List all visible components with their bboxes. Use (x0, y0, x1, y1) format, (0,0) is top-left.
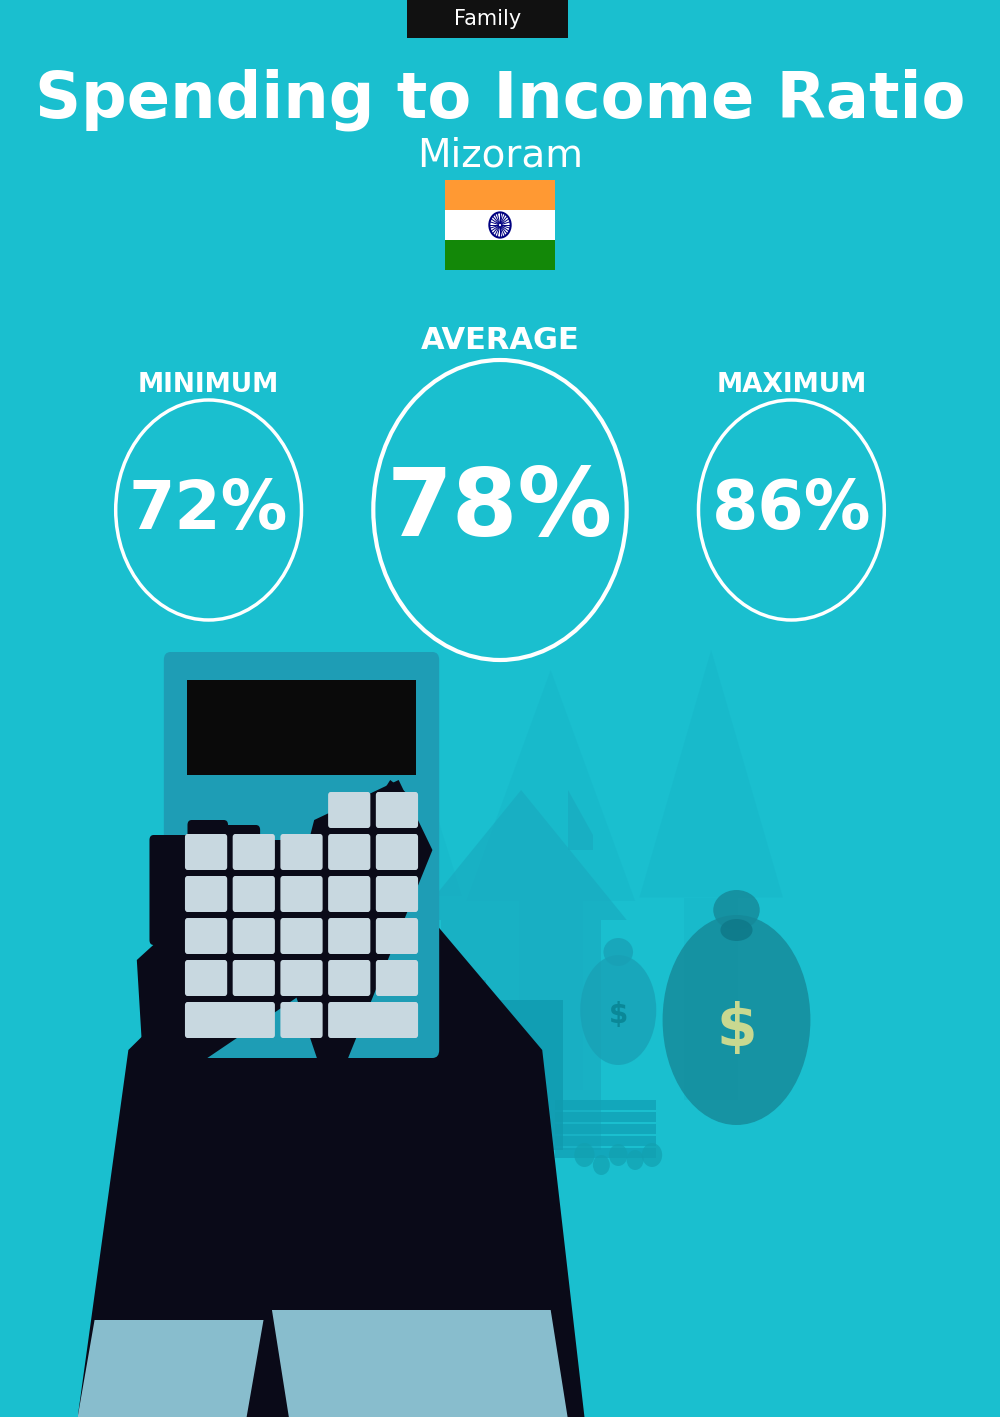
Text: 78%: 78% (387, 463, 613, 555)
Text: Family: Family (454, 9, 521, 28)
Text: MAXIMUM: MAXIMUM (716, 373, 867, 398)
Text: $: $ (716, 1002, 757, 1058)
FancyBboxPatch shape (328, 876, 370, 913)
Polygon shape (568, 791, 593, 850)
FancyBboxPatch shape (376, 959, 418, 996)
FancyBboxPatch shape (555, 1112, 656, 1122)
Polygon shape (179, 880, 584, 1417)
Polygon shape (519, 901, 583, 1090)
Polygon shape (365, 779, 416, 840)
Text: Mizoram: Mizoram (417, 136, 583, 174)
Polygon shape (441, 920, 601, 1151)
Text: 86%: 86% (712, 478, 871, 543)
FancyBboxPatch shape (280, 1002, 323, 1039)
Polygon shape (466, 670, 635, 901)
FancyBboxPatch shape (555, 1136, 656, 1146)
Text: Spending to Income Ratio: Spending to Income Ratio (35, 69, 965, 132)
Text: AVERAGE: AVERAGE (421, 326, 579, 354)
Polygon shape (416, 791, 627, 920)
Polygon shape (386, 896, 428, 1040)
FancyBboxPatch shape (185, 876, 227, 913)
Polygon shape (684, 897, 738, 1100)
Circle shape (593, 1155, 610, 1175)
FancyBboxPatch shape (233, 835, 275, 870)
FancyBboxPatch shape (187, 820, 228, 939)
Polygon shape (137, 860, 348, 1100)
FancyBboxPatch shape (164, 652, 439, 1058)
FancyBboxPatch shape (251, 840, 288, 939)
Polygon shape (272, 1309, 568, 1417)
FancyBboxPatch shape (221, 825, 260, 939)
FancyBboxPatch shape (328, 918, 370, 954)
FancyBboxPatch shape (445, 239, 555, 271)
FancyBboxPatch shape (328, 1002, 418, 1039)
Text: MINIMUM: MINIMUM (138, 373, 279, 398)
FancyBboxPatch shape (445, 210, 555, 239)
FancyBboxPatch shape (187, 680, 416, 775)
FancyBboxPatch shape (233, 918, 275, 954)
FancyBboxPatch shape (328, 835, 370, 870)
FancyBboxPatch shape (328, 959, 370, 996)
FancyBboxPatch shape (376, 835, 418, 870)
Polygon shape (280, 779, 432, 1100)
FancyBboxPatch shape (328, 792, 370, 828)
Ellipse shape (580, 955, 656, 1066)
Ellipse shape (720, 920, 753, 941)
FancyBboxPatch shape (280, 918, 323, 954)
Ellipse shape (603, 938, 633, 966)
Polygon shape (352, 720, 462, 896)
FancyBboxPatch shape (185, 835, 227, 870)
FancyBboxPatch shape (444, 981, 486, 1030)
Text: $: $ (609, 1000, 628, 1029)
FancyBboxPatch shape (445, 180, 555, 210)
FancyBboxPatch shape (407, 0, 568, 38)
FancyBboxPatch shape (495, 1000, 563, 1151)
FancyBboxPatch shape (555, 1124, 656, 1134)
FancyBboxPatch shape (185, 1002, 275, 1039)
Circle shape (609, 1144, 628, 1166)
Circle shape (642, 1144, 662, 1168)
Polygon shape (639, 650, 783, 897)
Text: 72%: 72% (129, 478, 288, 543)
FancyBboxPatch shape (149, 835, 192, 945)
FancyBboxPatch shape (233, 959, 275, 996)
FancyBboxPatch shape (280, 835, 323, 870)
FancyBboxPatch shape (185, 959, 227, 996)
Ellipse shape (713, 890, 760, 930)
FancyBboxPatch shape (555, 1100, 656, 1110)
Ellipse shape (663, 915, 810, 1125)
FancyBboxPatch shape (233, 876, 275, 913)
FancyBboxPatch shape (555, 1148, 656, 1158)
FancyBboxPatch shape (376, 876, 418, 913)
FancyBboxPatch shape (376, 792, 418, 828)
FancyBboxPatch shape (280, 959, 323, 996)
Circle shape (627, 1151, 644, 1170)
Polygon shape (78, 949, 331, 1417)
Polygon shape (78, 1321, 264, 1417)
FancyBboxPatch shape (376, 918, 418, 954)
Circle shape (574, 1144, 595, 1168)
FancyBboxPatch shape (280, 876, 323, 913)
FancyBboxPatch shape (185, 918, 227, 954)
